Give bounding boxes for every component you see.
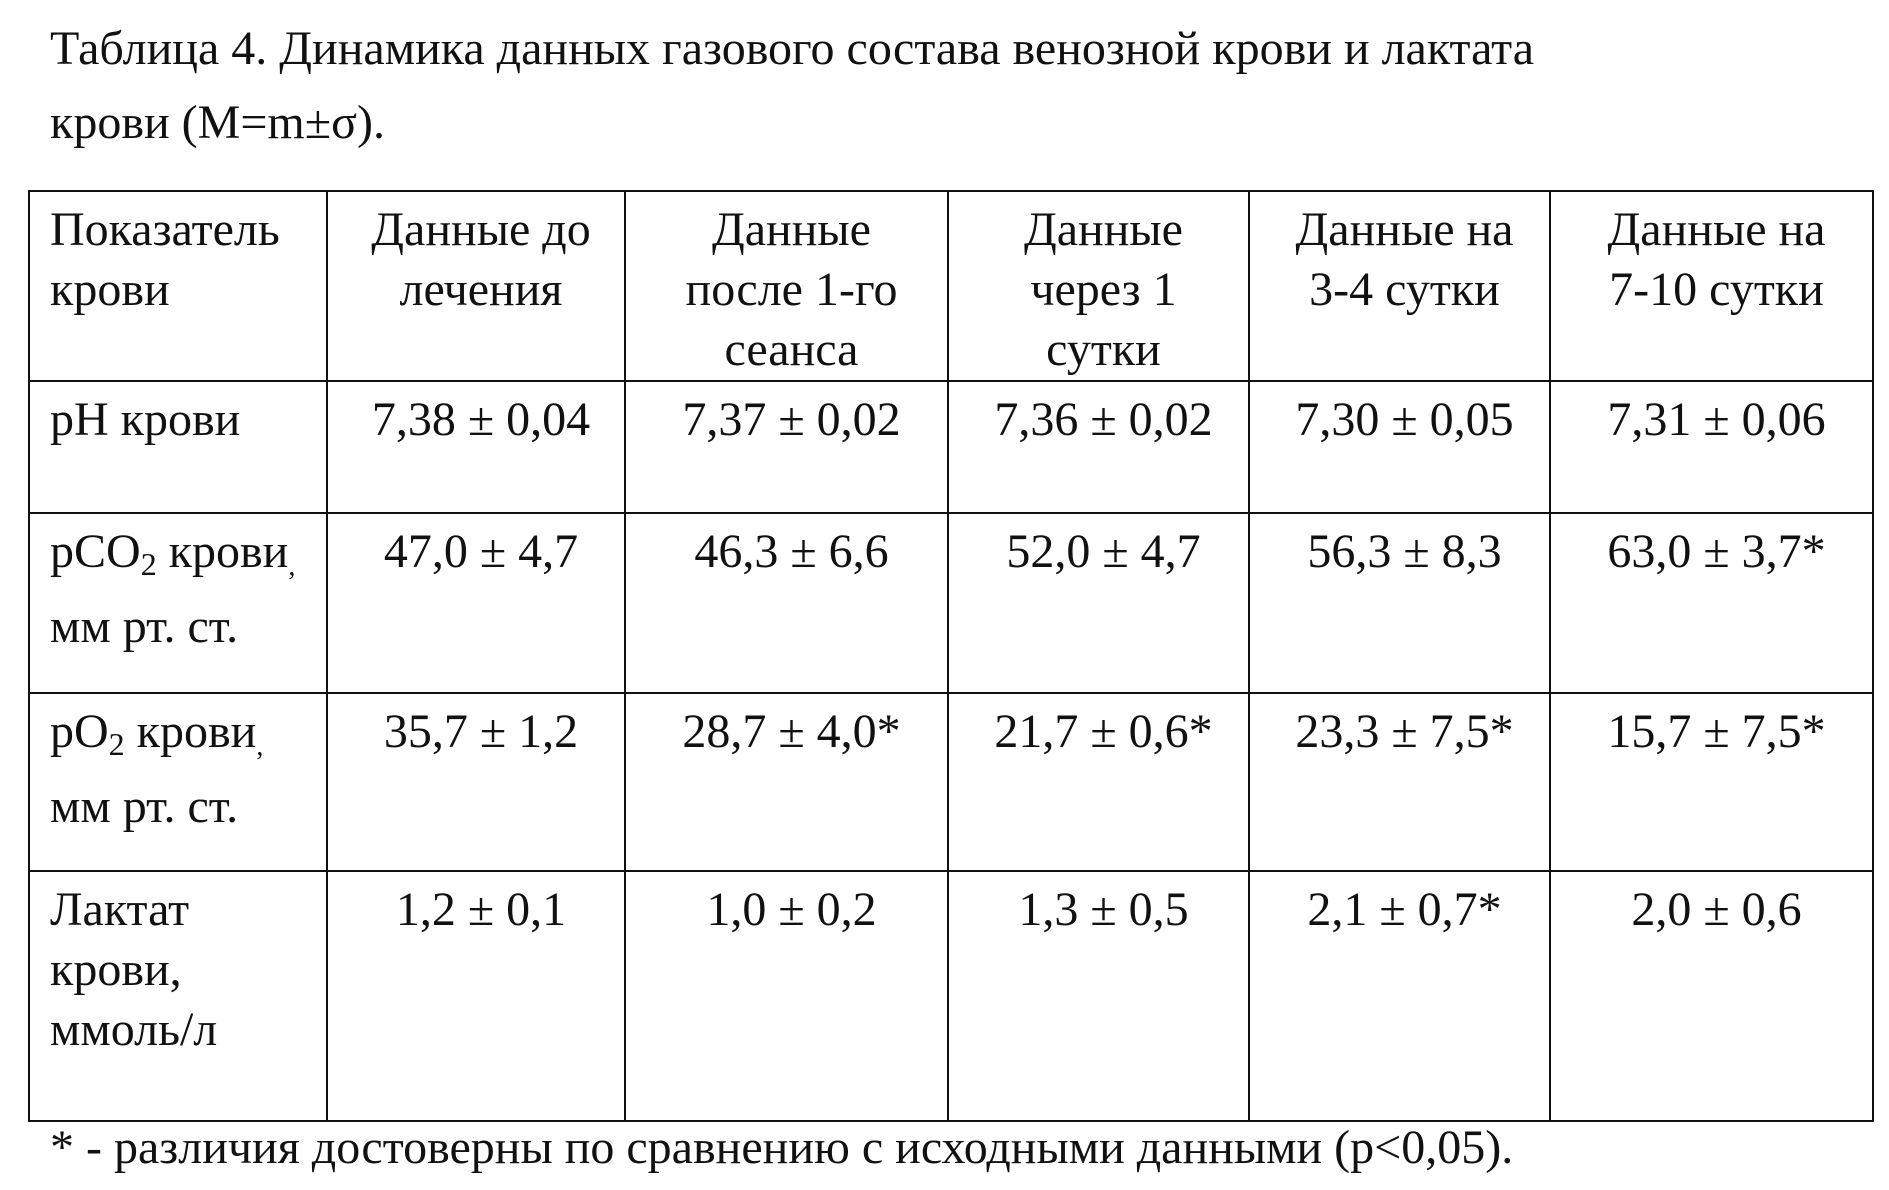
header-cell-indicator: Показатель крови [28,190,328,382]
cell-value: 52,0 ± 4,7 [947,512,1250,694]
table-row-ph: pH крови 7,38 ± 0,04 7,37 ± 0,02 7,36 ± … [28,380,1874,514]
cell-value: 35,7 ± 1,2 [326,692,626,872]
table-row-po2: pO2 крови, мм рт. ст. 35,7 ± 1,2 28,7 ± … [28,692,1874,872]
row-label-pco2: pCO2 крови, мм рт. ст. [28,512,328,694]
cell-value: 23,3 ± 7,5* [1248,692,1551,872]
cell-value: 63,0 ± 3,7* [1549,512,1874,694]
row-label-po2: pO2 крови, мм рт. ст. [28,692,328,872]
cell-value: 2,1 ± 0,7* [1248,870,1551,1122]
cell-value: 56,3 ± 8,3 [1248,512,1551,694]
cell-value: 15,7 ± 7,5* [1549,692,1874,872]
cell-value: 7,37 ± 0,02 [624,380,949,514]
header-cell-before-treatment: Данные до лечения [326,190,626,382]
header-cell-after-first-session: Данные после 1-го сеанса [624,190,949,382]
table-footnote: * - различия достоверны по сравнению с и… [50,1121,1514,1174]
cell-value: 1,0 ± 0,2 [624,870,949,1122]
cell-value: 7,31 ± 0,06 [1549,380,1874,514]
cell-value: 1,3 ± 0,5 [947,870,1250,1122]
cell-value: 2,0 ± 0,6 [1549,870,1874,1122]
row-label-lactate: Лактат крови, ммоль/л [28,870,328,1122]
cell-value: 7,30 ± 0,05 [1248,380,1551,514]
header-cell-day-3-4: Данные на 3-4 сутки [1248,190,1551,382]
cell-value: 47,0 ± 4,7 [326,512,626,694]
cell-value: 7,38 ± 0,04 [326,380,626,514]
table-row-pco2: pCO2 крови, мм рт. ст. 47,0 ± 4,7 46,3 ±… [28,512,1874,694]
cell-value: 28,7 ± 4,0* [624,692,949,872]
cell-value: 1,2 ± 0,1 [326,870,626,1122]
caption-line-1: Таблица 4. Динамика данных газового сост… [50,22,1535,75]
caption-line-2: крови (M=m±σ). [50,96,385,149]
cell-value: 7,36 ± 0,02 [947,380,1250,514]
row-label-ph: pH крови [28,380,328,514]
table-caption: Таблица 4. Динамика данных газового сост… [50,12,1850,160]
cell-value: 46,3 ± 6,6 [624,512,949,694]
blood-gas-table: Показатель крови Данные до лечения Данны… [28,190,1874,1122]
cell-value: 21,7 ± 0,6* [947,692,1250,872]
table-row-lactate: Лактат крови, ммоль/л 1,2 ± 0,1 1,0 ± 0,… [28,870,1874,1122]
header-row: Показатель крови Данные до лечения Данны… [28,190,1874,382]
header-cell-after-1-day: Данные через 1 сутки [947,190,1250,382]
header-cell-day-7-10: Данные на 7-10 сутки [1549,190,1874,382]
